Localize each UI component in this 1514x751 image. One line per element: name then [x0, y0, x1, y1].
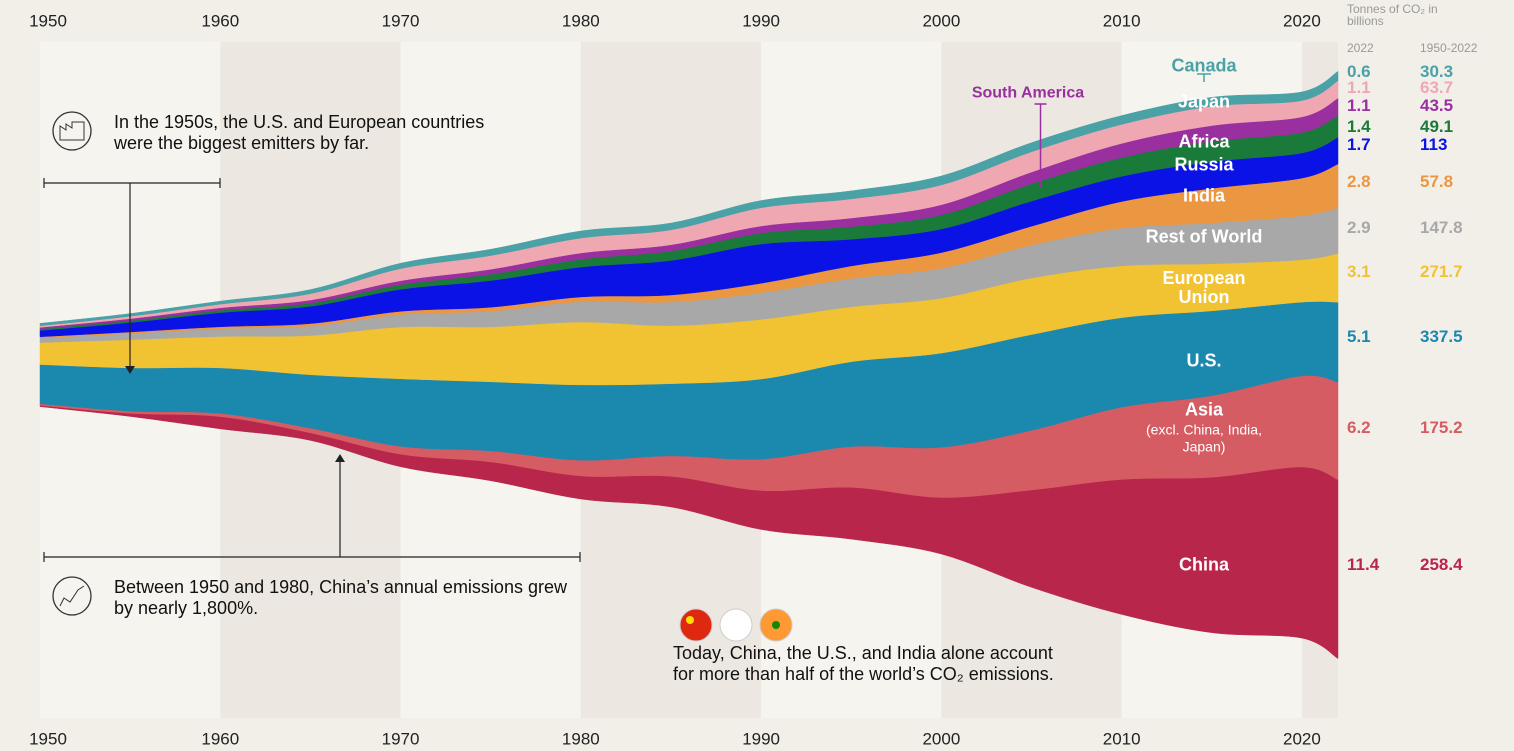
unit-label: Tonnes of CO₂ in billions	[1347, 2, 1438, 28]
value-2022: 1.7	[1347, 135, 1371, 154]
x-tick-label: 1980	[562, 11, 600, 30]
x-tick-label: 1990	[742, 11, 780, 30]
series-label: South America	[928, 84, 1128, 103]
value-cumulative: 147.8	[1420, 218, 1463, 237]
icon	[52, 111, 92, 151]
series-name: Asia	[1184, 399, 1224, 420]
value-cumulative: 57.8	[1420, 172, 1454, 191]
column-header: 2022	[1347, 41, 1374, 55]
icon	[52, 576, 92, 616]
x-tick-label: 1980	[562, 729, 600, 748]
x-tick-label: 2020	[1283, 729, 1321, 748]
value-2022: 11.4	[1347, 555, 1380, 574]
series-name: Russia	[1174, 154, 1234, 175]
series-label: India	[1104, 185, 1304, 206]
x-tick-label: 1950	[29, 11, 67, 30]
arrow-head	[125, 366, 135, 374]
series-label: Asia (excl. China, India, Japan)	[1104, 399, 1304, 456]
value-cumulative: 43.5	[1420, 96, 1454, 115]
stream-area	[39, 70, 1339, 327]
series-name: India	[1182, 185, 1225, 206]
annotation: In the 1950s, the U.S. and European coun…	[114, 112, 485, 153]
series-label: China	[1104, 554, 1304, 575]
value-cumulative: 258.4	[1420, 555, 1463, 574]
series-name: Rest of World	[1145, 226, 1263, 247]
x-tick-label: 2010	[1103, 729, 1141, 748]
flag	[686, 616, 694, 624]
x-tick-label: 1970	[382, 729, 420, 748]
value-2022: 5.1	[1347, 327, 1371, 346]
x-tick-label: 1990	[742, 729, 780, 748]
flag	[679, 608, 713, 642]
icon	[59, 585, 85, 607]
value-2022: 2.8	[1347, 172, 1371, 191]
series-label: Africa	[1104, 131, 1304, 152]
annotation: Between 1950 and 1980, China’s annual em…	[114, 577, 567, 618]
value-2022: 1.4	[1347, 117, 1371, 136]
series-label: U.S.	[1104, 350, 1304, 371]
series-name: Japan	[1177, 91, 1231, 112]
value-cumulative: 30.3	[1420, 62, 1454, 81]
value-cumulative: 63.7	[1420, 78, 1454, 97]
value-2022: 1.1	[1347, 96, 1371, 115]
series-label: Japan	[1104, 91, 1304, 112]
arrow-head	[335, 454, 345, 462]
value-cumulative: 175.2	[1420, 418, 1463, 437]
annotation: Today, China, the U.S., and India alone …	[673, 643, 1054, 684]
value-2022: 1.1	[1347, 78, 1371, 97]
x-tick-label: 2000	[922, 11, 960, 30]
value-2022: 0.6	[1347, 62, 1371, 81]
flag	[719, 608, 753, 642]
series-note: (excl. China, India, Japan)	[1146, 421, 1262, 455]
value-cumulative: 49.1	[1420, 117, 1454, 136]
value-cumulative: 337.5	[1420, 327, 1463, 346]
x-tick-label: 1970	[382, 11, 420, 30]
series-name: U.S.	[1186, 350, 1222, 371]
x-tick-label: 2010	[1103, 11, 1141, 30]
x-tick-label: 2000	[922, 729, 960, 748]
value-2022: 2.9	[1347, 218, 1371, 237]
value-2022: 6.2	[1347, 418, 1371, 437]
icon	[59, 121, 85, 141]
series-name: Africa	[1178, 131, 1230, 152]
series-label: Canada	[1104, 55, 1304, 76]
series-name: South America	[971, 84, 1085, 102]
series-label: Russia	[1104, 154, 1304, 175]
series-label: Rest of World	[1144, 226, 1264, 247]
x-tick-label: 2020	[1283, 11, 1321, 30]
flag	[772, 621, 780, 629]
x-tick-label: 1960	[201, 11, 239, 30]
column-header: 1950-2022	[1420, 41, 1478, 55]
value-cumulative: 113	[1420, 135, 1448, 154]
series-name: China	[1178, 554, 1229, 575]
x-tick-label: 1950	[29, 729, 67, 748]
x-tick-label: 1960	[201, 729, 239, 748]
value-2022: 3.1	[1347, 262, 1371, 281]
series-name: Canada	[1171, 55, 1237, 76]
series-label: European Union	[1144, 269, 1264, 307]
value-cumulative: 271.7	[1420, 262, 1463, 281]
series-name: European Union	[1162, 268, 1246, 307]
